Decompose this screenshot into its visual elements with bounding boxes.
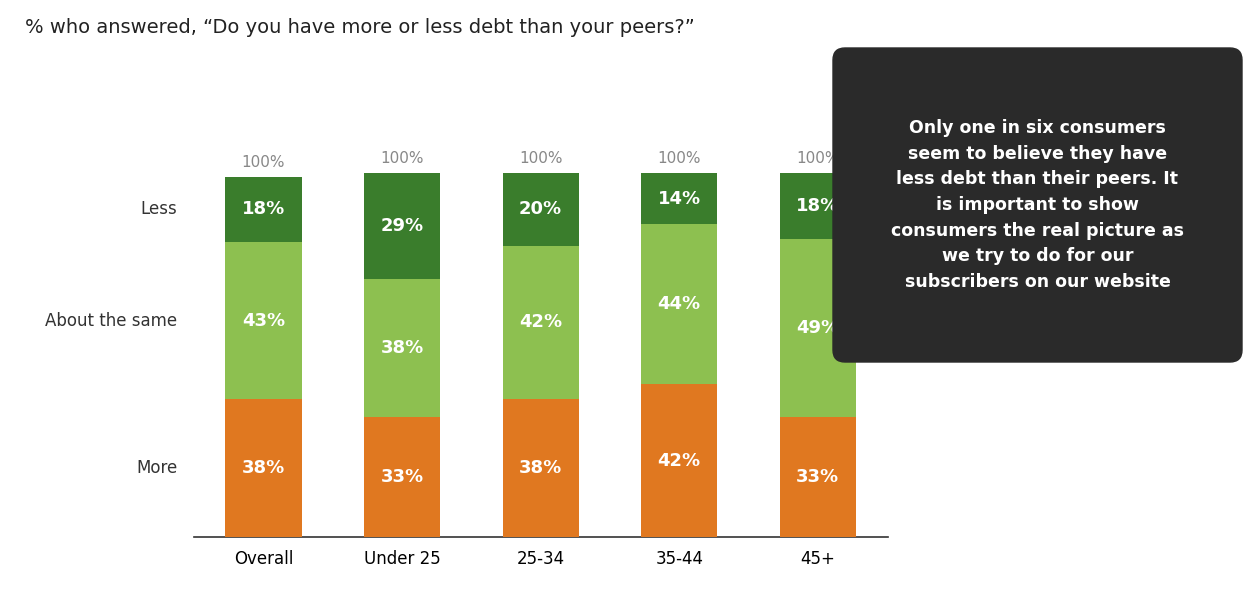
Text: 38%: 38%: [380, 339, 424, 357]
Text: 18%: 18%: [241, 201, 285, 219]
Bar: [503, 246, 579, 399]
Bar: [641, 224, 717, 384]
Bar: [364, 173, 440, 279]
Text: 18%: 18%: [796, 197, 840, 215]
Text: Less: Less: [141, 201, 177, 219]
Text: 100%: 100%: [380, 152, 424, 167]
Text: 42%: 42%: [658, 452, 701, 470]
Bar: [225, 399, 301, 537]
Text: 33%: 33%: [380, 468, 424, 486]
Bar: [641, 173, 717, 224]
Text: Only one in six consumers
seem to believe they have
less debt than their peers. : Only one in six consumers seem to believ…: [891, 119, 1184, 291]
Text: 42%: 42%: [519, 313, 562, 331]
Text: % who answered, “Do you have more or less debt than your peers?”: % who answered, “Do you have more or les…: [25, 18, 695, 37]
Text: About the same: About the same: [45, 312, 177, 330]
Bar: [225, 242, 301, 399]
Text: 100%: 100%: [241, 155, 285, 170]
Text: 100%: 100%: [796, 152, 840, 167]
Bar: [503, 173, 579, 246]
Text: 100%: 100%: [519, 152, 562, 167]
Text: 44%: 44%: [658, 295, 701, 313]
Text: 38%: 38%: [241, 459, 285, 477]
Bar: [641, 384, 717, 537]
Text: 49%: 49%: [796, 319, 840, 337]
Text: 100%: 100%: [658, 152, 701, 167]
Bar: [780, 239, 856, 417]
Polygon shape: [838, 60, 915, 295]
Text: More: More: [136, 459, 178, 477]
Bar: [503, 399, 579, 537]
Text: 43%: 43%: [241, 312, 285, 330]
Bar: [225, 177, 301, 242]
Text: 20%: 20%: [519, 201, 562, 219]
Bar: [364, 279, 440, 417]
Text: 33%: 33%: [796, 468, 840, 486]
Text: 14%: 14%: [658, 189, 701, 208]
Text: 38%: 38%: [519, 459, 562, 477]
Bar: [780, 417, 856, 537]
Bar: [780, 173, 856, 239]
FancyBboxPatch shape: [832, 48, 1242, 362]
Bar: [364, 417, 440, 537]
Text: 29%: 29%: [380, 217, 424, 235]
